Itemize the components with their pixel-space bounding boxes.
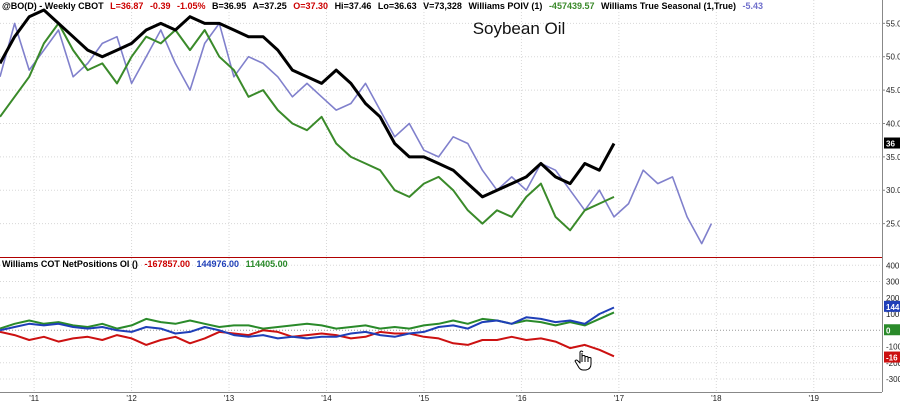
grid-lines — [0, 0, 882, 392]
cot-large-specs-value: 144976.00 — [197, 259, 240, 269]
time-tick-label: '18 — [711, 394, 722, 403]
seasonal-value: -5.43 — [742, 1, 763, 11]
price-tick-label: 50.0 — [886, 53, 900, 62]
cot-commercials-value: -167857.00 — [144, 259, 190, 269]
lower-pane-series — [0, 306, 615, 358]
cot-axis-ticks: 400 300 200 100 0 -100 -200 -300 — [886, 261, 900, 384]
poiv-label: Williams POIV (1) — [468, 1, 542, 11]
small-specs-series — [0, 311, 615, 330]
time-tick-label: '13 — [224, 394, 235, 403]
cot-tick-label: 400 — [886, 261, 900, 270]
price-tick-label: 30.0 — [886, 186, 900, 195]
cot-tick-label: -300 — [886, 375, 900, 384]
time-tick-label: '19 — [809, 394, 820, 403]
chart-title: Soybean Oil — [473, 19, 566, 38]
ask-price: A=37.25 — [252, 1, 286, 11]
volume: V=73,328 — [423, 1, 462, 11]
seasonal-series — [0, 22, 713, 245]
time-tick-label: '11 — [29, 394, 39, 403]
seasonal-label: Williams True Seasonal (1,True) — [601, 1, 736, 11]
cot-header: Williams COT NetPositions OI () -167857.… — [2, 259, 288, 269]
cot-badge-large-specs-bg — [884, 300, 900, 312]
price-tick-label: 55.0 — [886, 19, 900, 28]
poiv-value: -457439.57 — [549, 1, 595, 11]
high-price: Hi=37.46 — [335, 1, 372, 11]
cot-badge-small-specs-bg — [884, 324, 900, 336]
price-tick-label: 40.0 — [886, 119, 900, 128]
low-price: Lo=36.63 — [378, 1, 417, 11]
cot-tick-label: -100 — [886, 343, 900, 352]
upper-pane-series — [0, 8, 713, 245]
large-specs-series — [0, 306, 615, 340]
price-series — [0, 8, 616, 199]
price-tick-label: 45.0 — [886, 86, 900, 95]
price-change: -0.39 — [150, 1, 171, 11]
cot-label: Williams COT NetPositions OI () — [2, 259, 138, 269]
commercials-series — [0, 329, 615, 358]
cot-small-specs-value: 114405.00 — [246, 259, 288, 269]
cot-badge-commercials: -16 — [886, 354, 898, 363]
time-tick-label: '16 — [516, 394, 527, 403]
time-axis-ticks: '11 '12 '13 '14 '15 '16 '17 '18 '19 — [29, 394, 819, 403]
price-axis-ticks: 55.0 50.0 45.0 40.0 35.0 30.0 25.0 — [882, 19, 900, 229]
poiv-series — [0, 22, 615, 232]
cot-badge-small-specs: 0 — [886, 326, 891, 335]
cot-tick-label: 300 — [886, 278, 900, 287]
cot-badge-commercials-bg — [884, 351, 900, 363]
open-price: O=37.30 — [293, 1, 328, 11]
price-change-pct: -1.05% — [177, 1, 206, 11]
time-tick-label: '14 — [321, 394, 332, 403]
symbol-label: @BO(D) - Weekly CBOT — [2, 1, 104, 11]
cot-tick-label: 200 — [886, 294, 900, 303]
time-tick-label: '15 — [419, 394, 430, 403]
last-price: L=36.87 — [110, 1, 143, 11]
cot-tick-label: 100 — [886, 310, 900, 319]
cot-badge-large-specs: 144 — [886, 303, 900, 312]
price-tick-label: 35.0 — [886, 153, 900, 162]
value-badges: 36 144 0 -16 — [884, 137, 900, 363]
time-tick-label: '17 — [614, 394, 625, 403]
hand-pointer-icon — [574, 350, 592, 371]
price-badge-bg — [884, 137, 900, 149]
chart-header: @BO(D) - Weekly CBOT L=36.87 -0.39 -1.05… — [2, 1, 763, 11]
price-tick-label: 25.0 — [886, 220, 900, 229]
time-tick-label: '12 — [126, 394, 137, 403]
price-badge: 36 — [886, 140, 895, 149]
cot-tick-label: -200 — [886, 359, 900, 368]
bid-price: B=36.95 — [212, 1, 246, 11]
